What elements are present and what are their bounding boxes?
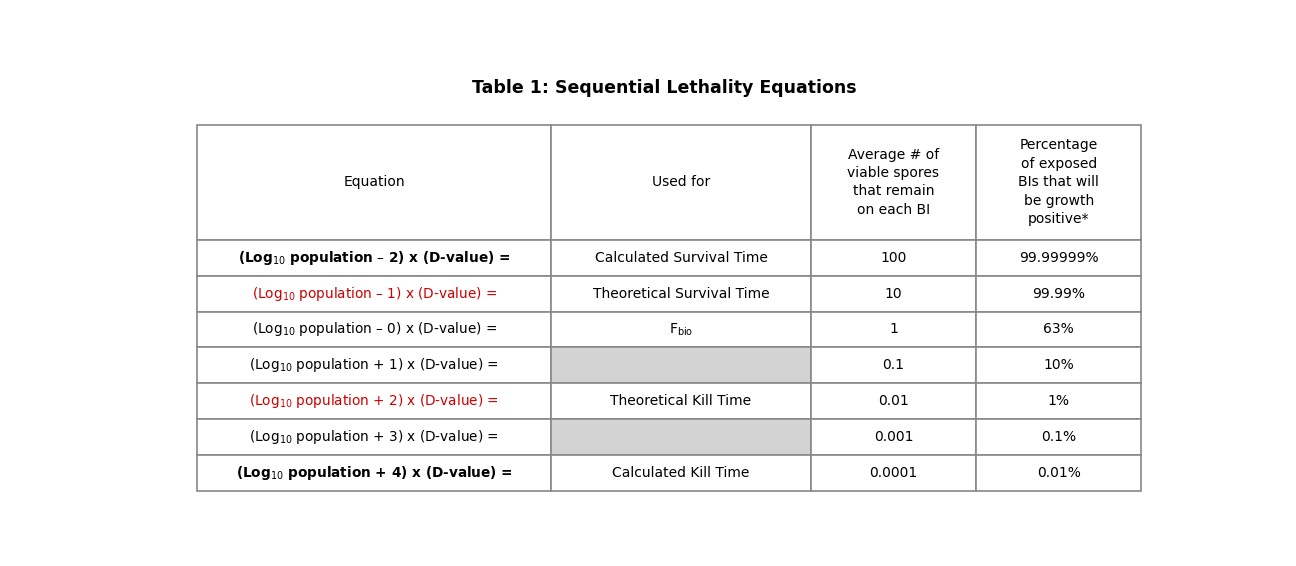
Bar [811, 348, 976, 383]
Bar [197, 419, 551, 455]
Text: Theoretical Survival Time: Theoretical Survival Time [592, 286, 770, 301]
Text: 0.1: 0.1 [883, 358, 905, 372]
Text: 99.99%: 99.99% [1032, 286, 1085, 301]
Text: (Log$_{10}$ population + 2) x (D-value) =: (Log$_{10}$ population + 2) x (D-value) … [249, 392, 499, 410]
Bar [197, 383, 551, 419]
Text: Calculated Kill Time: Calculated Kill Time [612, 466, 749, 480]
Bar [976, 240, 1142, 276]
Text: 1: 1 [889, 323, 898, 336]
Text: (Log$_{10}$ population – 2) x (D-value) =: (Log$_{10}$ population – 2) x (D-value) … [238, 249, 511, 267]
Bar [811, 455, 976, 491]
Bar [811, 276, 976, 311]
Bar [551, 240, 811, 276]
Bar [976, 311, 1142, 348]
Text: 0.01: 0.01 [879, 394, 908, 408]
Text: Percentage
of exposed
BIs that will
be growth
positive*: Percentage of exposed BIs that will be g… [1019, 139, 1099, 226]
Text: Equation: Equation [343, 175, 404, 189]
Text: Table 1: Sequential Lethality Equations: Table 1: Sequential Lethality Equations [472, 79, 857, 97]
Text: (Log$_{10}$ population + 4) x (D-value) =: (Log$_{10}$ population + 4) x (D-value) … [236, 464, 513, 482]
Bar [976, 125, 1142, 240]
Text: 0.0001: 0.0001 [870, 466, 918, 480]
Text: Theoretical Kill Time: Theoretical Kill Time [610, 394, 752, 408]
Text: F$_{\mathrm{bio}}$: F$_{\mathrm{bio}}$ [669, 321, 693, 338]
Text: (Log$_{10}$ population + 1) x (D-value) =: (Log$_{10}$ population + 1) x (D-value) … [249, 356, 499, 374]
Bar [976, 276, 1142, 311]
Bar [197, 276, 551, 311]
Bar [551, 311, 811, 348]
Bar [551, 125, 811, 240]
Bar [197, 455, 551, 491]
Text: (Log$_{10}$ population – 1) x (D-value) =: (Log$_{10}$ population – 1) x (D-value) … [251, 285, 496, 303]
Text: 100: 100 [880, 251, 907, 265]
Bar [197, 125, 551, 240]
Bar [811, 311, 976, 348]
Text: (Log$_{10}$ population + 3) x (D-value) =: (Log$_{10}$ population + 3) x (D-value) … [249, 428, 499, 446]
Bar [811, 383, 976, 419]
Bar [976, 419, 1142, 455]
Text: 0.1%: 0.1% [1041, 430, 1076, 444]
Text: 0.01%: 0.01% [1037, 466, 1081, 480]
Text: 0.001: 0.001 [874, 430, 914, 444]
Bar [551, 383, 811, 419]
Text: Average # of
viable spores
that remain
on each BI: Average # of viable spores that remain o… [848, 148, 940, 217]
Text: 63%: 63% [1043, 323, 1074, 336]
Bar [551, 419, 811, 455]
Bar [197, 311, 551, 348]
Bar [551, 455, 811, 491]
Bar [551, 276, 811, 311]
Bar [811, 419, 976, 455]
Bar [976, 455, 1142, 491]
Text: 10%: 10% [1043, 358, 1074, 372]
Text: 1%: 1% [1047, 394, 1069, 408]
Bar [976, 383, 1142, 419]
Bar [811, 240, 976, 276]
Text: Used for: Used for [652, 175, 710, 189]
Bar [976, 348, 1142, 383]
Bar [811, 125, 976, 240]
Bar [197, 348, 551, 383]
Text: 10: 10 [885, 286, 902, 301]
Text: 99.99999%: 99.99999% [1019, 251, 1099, 265]
Text: (Log$_{10}$ population – 0) x (D-value) =: (Log$_{10}$ population – 0) x (D-value) … [251, 320, 496, 338]
Text: Calculated Survival Time: Calculated Survival Time [595, 251, 767, 265]
Bar [551, 348, 811, 383]
Bar [197, 240, 551, 276]
